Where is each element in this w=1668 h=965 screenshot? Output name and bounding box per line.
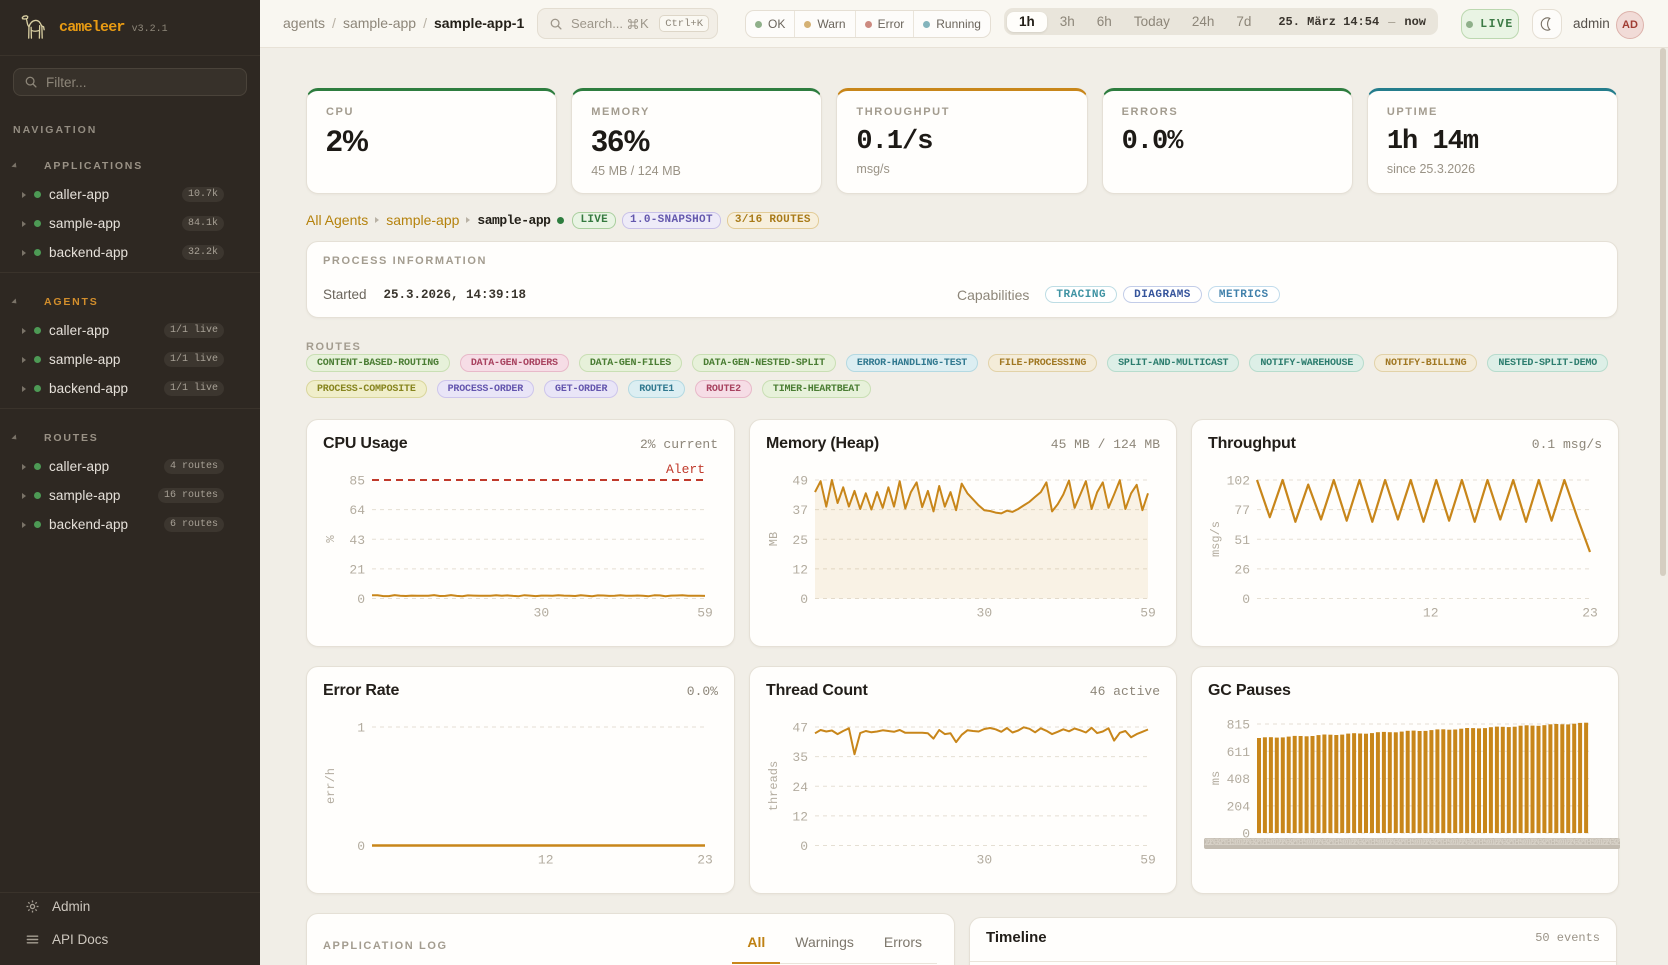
- svg-text:30: 30: [977, 606, 993, 621]
- svg-text:Alert: Alert: [666, 462, 705, 477]
- svg-text:30: 30: [977, 853, 993, 868]
- svg-text:102: 102: [1227, 474, 1250, 489]
- svg-text:msg/s: msg/s: [1209, 521, 1223, 557]
- svg-text:12: 12: [792, 562, 808, 577]
- svg-text:23: 23: [697, 853, 713, 868]
- svg-text:408: 408: [1227, 772, 1250, 787]
- svg-text:0: 0: [357, 839, 365, 854]
- svg-text:64: 64: [349, 503, 365, 518]
- svg-text:12: 12: [1423, 606, 1439, 621]
- svg-text:0: 0: [1242, 827, 1250, 842]
- svg-text:77: 77: [1234, 503, 1250, 518]
- svg-text:threads: threads: [767, 761, 781, 811]
- svg-text:26: 26: [1234, 562, 1250, 577]
- svg-text:35: 35: [792, 750, 808, 765]
- svg-text:0: 0: [1242, 592, 1250, 607]
- svg-text:0: 0: [800, 839, 808, 854]
- svg-text:ms: ms: [1209, 771, 1223, 785]
- svg-text:25: 25: [792, 533, 808, 548]
- svg-text:12: 12: [538, 853, 554, 868]
- svg-text:MB: MB: [767, 532, 781, 546]
- svg-text:err/h: err/h: [324, 768, 338, 804]
- svg-text:611: 611: [1227, 745, 1251, 760]
- svg-text:85: 85: [349, 474, 365, 489]
- svg-text:30: 30: [534, 606, 550, 621]
- svg-text:21: 21: [349, 562, 365, 577]
- svg-text:59: 59: [1140, 606, 1156, 621]
- svg-text:204: 204: [1227, 799, 1251, 814]
- svg-text:24: 24: [792, 780, 808, 795]
- svg-text:12: 12: [792, 809, 808, 824]
- svg-text:%: %: [324, 535, 338, 543]
- svg-text:815: 815: [1227, 718, 1250, 733]
- svg-text:51: 51: [1234, 533, 1250, 548]
- svg-text:0: 0: [800, 592, 808, 607]
- svg-text:49: 49: [792, 474, 808, 489]
- svg-text:0: 0: [357, 592, 365, 607]
- svg-text:47: 47: [792, 721, 808, 736]
- svg-text:59: 59: [1140, 853, 1156, 868]
- svg-text:23: 23: [1582, 606, 1598, 621]
- svg-text:1: 1: [357, 721, 365, 736]
- svg-text:37: 37: [792, 503, 808, 518]
- svg-text:43: 43: [349, 533, 365, 548]
- svg-text:59: 59: [697, 606, 713, 621]
